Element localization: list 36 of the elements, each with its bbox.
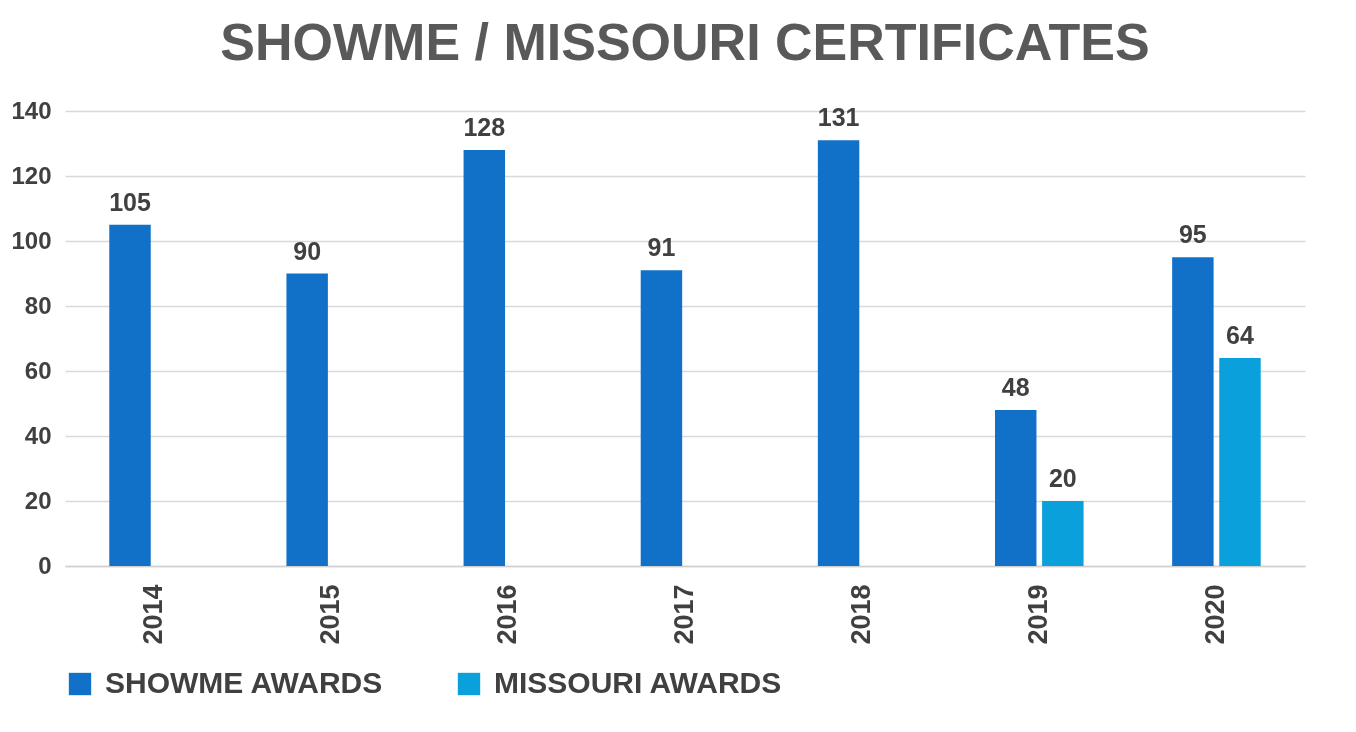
bar: [286, 273, 328, 566]
data-label: 95: [1178, 220, 1207, 249]
data-label: 90: [293, 236, 322, 265]
bar: [109, 224, 151, 566]
y-tick-label: 60: [24, 356, 52, 384]
x-tick-label: 2017: [669, 584, 699, 645]
bar: [995, 410, 1037, 566]
legend-label: MISSOURI AWARDS: [494, 666, 782, 699]
legend-label: SHOWME AWARDS: [105, 666, 383, 699]
data-label: 91: [647, 233, 676, 262]
x-tick-label: 2020: [1200, 584, 1231, 645]
bar: [463, 150, 506, 566]
x-tick-label: 2016: [491, 584, 522, 645]
y-tick-label: 80: [24, 291, 52, 319]
y-tick-label: 20: [24, 486, 52, 514]
data-label: 20: [1048, 464, 1077, 492]
x-tick-label: 2019: [1023, 584, 1054, 645]
bar: [1172, 257, 1214, 566]
bar: [817, 140, 860, 566]
data-label: 105: [109, 187, 151, 216]
y-tick-label: 0: [38, 551, 52, 579]
bar: [1219, 358, 1261, 566]
data-label: 48: [1001, 373, 1030, 401]
x-tick-label: 2014: [137, 584, 168, 645]
y-tick-label: 120: [11, 161, 52, 189]
data-label: 128: [463, 113, 506, 141]
x-tick-label: 2015: [314, 584, 345, 645]
bar: [1042, 501, 1084, 566]
x-tick-label: 2018: [846, 584, 877, 645]
y-tick-label: 40: [24, 421, 52, 449]
data-label: 64: [1226, 321, 1254, 349]
data-label: 131: [817, 103, 860, 132]
bar: [640, 270, 683, 566]
chart-title: SHOWME / MISSOURI CERTIFICATES: [220, 13, 1150, 71]
y-tick-label: 140: [11, 96, 52, 124]
y-tick-label: 100: [11, 226, 52, 254]
